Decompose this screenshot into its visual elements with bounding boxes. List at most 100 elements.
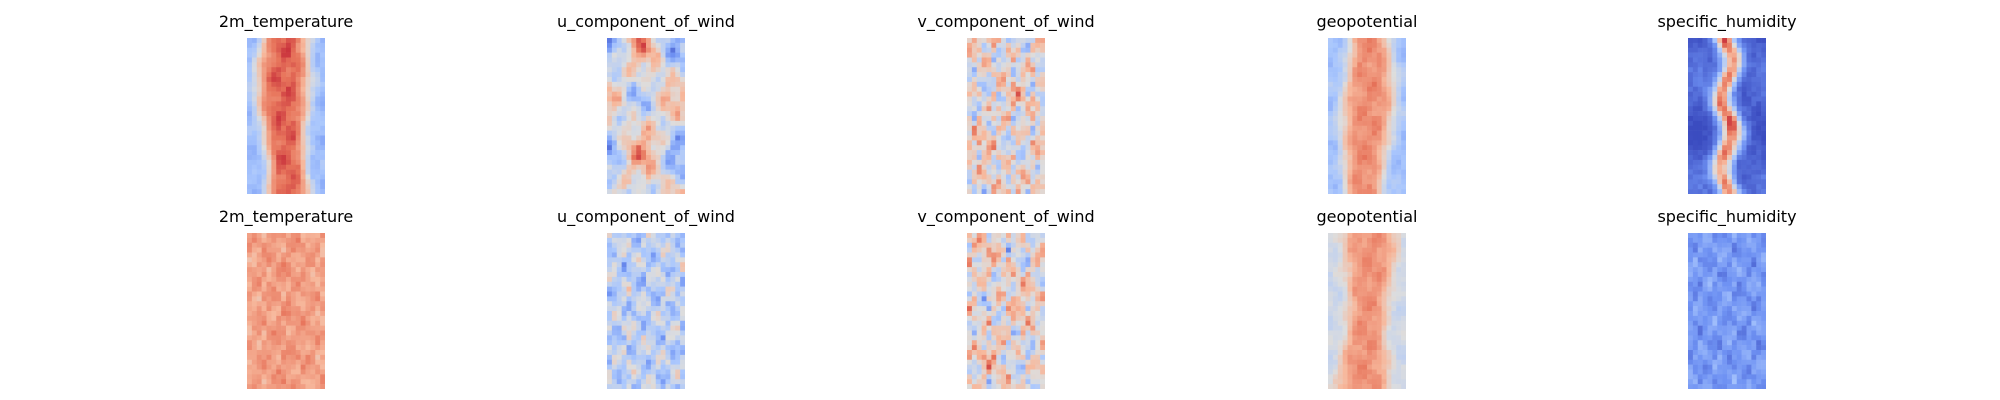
heatmap-cell bbox=[1736, 150, 1742, 156]
heatmap-cell bbox=[1362, 62, 1368, 68]
heatmap-cell bbox=[1352, 47, 1358, 53]
heatmap-cell bbox=[631, 257, 637, 263]
heatmap-cell bbox=[310, 242, 316, 248]
heatmap-cell bbox=[1342, 120, 1348, 127]
heatmap-cell bbox=[660, 57, 666, 63]
heatmap-cell bbox=[607, 286, 613, 292]
heatmap-cell bbox=[247, 306, 253, 312]
heatmap-cell bbox=[621, 291, 627, 297]
heatmap-cell bbox=[646, 81, 652, 88]
heatmap-cell bbox=[1731, 111, 1738, 117]
heatmap-cell bbox=[680, 62, 685, 68]
heatmap-cell bbox=[1381, 272, 1387, 278]
heatmap-cell bbox=[1020, 72, 1026, 78]
heatmap-cell bbox=[986, 325, 992, 331]
heatmap-cell bbox=[320, 81, 325, 88]
heatmap-cell bbox=[1741, 267, 1747, 273]
heatmap-cell bbox=[1352, 184, 1358, 190]
heatmap-cell bbox=[976, 179, 982, 185]
heatmap-cell bbox=[1692, 276, 1699, 283]
heatmap-cell bbox=[315, 125, 321, 131]
heatmap-cell bbox=[1030, 91, 1036, 97]
heatmap-cell bbox=[320, 116, 325, 122]
heatmap-cell bbox=[971, 62, 978, 68]
heatmap-cell bbox=[1342, 325, 1348, 331]
heatmap-cell bbox=[1736, 125, 1742, 131]
heatmap-cell bbox=[1006, 384, 1012, 389]
heatmap-cell bbox=[1381, 296, 1387, 302]
heatmap-cell bbox=[261, 286, 267, 292]
heatmap-cell bbox=[1761, 169, 1766, 175]
heatmap-cell bbox=[1761, 296, 1766, 302]
heatmap-cell bbox=[665, 267, 671, 273]
heatmap-cell bbox=[996, 247, 1002, 253]
heatmap-cell bbox=[646, 67, 652, 73]
heatmap-cell bbox=[1035, 130, 1041, 136]
heatmap-cell bbox=[1396, 320, 1402, 326]
heatmap-cell bbox=[631, 374, 637, 380]
heatmap-cell bbox=[680, 86, 685, 92]
heatmap-cell bbox=[1712, 169, 1718, 175]
heatmap-cell bbox=[1357, 159, 1363, 166]
heatmap-cell bbox=[320, 330, 325, 336]
heatmap-cell bbox=[1030, 52, 1036, 58]
heatmap-cell bbox=[1396, 67, 1402, 73]
heatmap-cell bbox=[967, 311, 973, 317]
heatmap-cell bbox=[1401, 345, 1406, 351]
heatmap-cell bbox=[631, 145, 637, 151]
heatmap-cell bbox=[971, 340, 978, 346]
heatmap-cell bbox=[1401, 237, 1406, 244]
heatmap-cell bbox=[621, 77, 627, 83]
heatmap-cell bbox=[1736, 291, 1742, 297]
heatmap-cell bbox=[305, 233, 311, 239]
heatmap-cell bbox=[981, 184, 987, 190]
heatmap-cell bbox=[1381, 233, 1387, 239]
heatmap-cell bbox=[1362, 86, 1368, 92]
heatmap-cell bbox=[1746, 145, 1752, 151]
heatmap-cell bbox=[981, 86, 987, 92]
heatmap-cell bbox=[1401, 81, 1406, 88]
heatmap-cell bbox=[310, 286, 316, 292]
heatmap-cell bbox=[315, 296, 321, 302]
heatmap-cell bbox=[281, 47, 287, 53]
heatmap-cell bbox=[256, 257, 262, 263]
heatmap-cell bbox=[1756, 120, 1762, 127]
heatmap-cell bbox=[266, 350, 272, 356]
heatmap-cell bbox=[300, 276, 306, 283]
heatmap-cell bbox=[1337, 38, 1343, 44]
heatmap-cell bbox=[1401, 67, 1406, 73]
heatmap-cell bbox=[607, 57, 613, 63]
heatmap-cell bbox=[1688, 67, 1694, 73]
heatmap-cell bbox=[631, 91, 637, 97]
heatmap-cell bbox=[621, 359, 627, 365]
heatmap-cell bbox=[295, 57, 301, 63]
heatmap-cell bbox=[641, 257, 647, 263]
heatmap-cell bbox=[1761, 120, 1766, 127]
heatmap-cell bbox=[286, 72, 292, 78]
heatmap-cell bbox=[986, 164, 992, 170]
heatmap-cell bbox=[1736, 242, 1742, 248]
heatmap-cell bbox=[1328, 189, 1334, 194]
heatmap-cell bbox=[1357, 315, 1363, 322]
heatmap-cell bbox=[986, 140, 992, 146]
heatmap-cell bbox=[1332, 101, 1339, 107]
heatmap-cell bbox=[1697, 96, 1703, 102]
heatmap-cell bbox=[1707, 340, 1713, 346]
heatmap-cell bbox=[1727, 174, 1733, 180]
heatmap-cell bbox=[665, 325, 671, 331]
heatmap-cell bbox=[1020, 252, 1026, 258]
heatmap-cell bbox=[1337, 189, 1343, 194]
heatmap-cell bbox=[1697, 311, 1703, 317]
heatmap-cell bbox=[1332, 38, 1339, 44]
heatmap-cell bbox=[636, 276, 642, 283]
heatmap-cell bbox=[247, 81, 253, 88]
heatmap-cell bbox=[1381, 111, 1387, 117]
heatmap-cell bbox=[251, 159, 258, 166]
heatmap-cell bbox=[1347, 155, 1353, 161]
heatmap-cell bbox=[996, 350, 1002, 356]
heatmap-cell bbox=[1342, 364, 1348, 370]
heatmap-cell bbox=[247, 276, 253, 283]
heatmap-cell bbox=[290, 384, 297, 389]
heatmap-cell bbox=[300, 174, 306, 180]
heatmap-cell bbox=[621, 340, 627, 346]
